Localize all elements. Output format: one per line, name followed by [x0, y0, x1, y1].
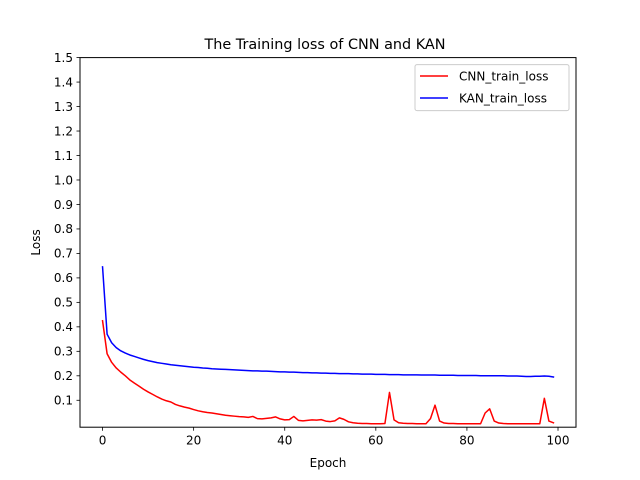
x-tick-label: 0	[99, 434, 107, 448]
y-tick-label: 1.2	[54, 124, 73, 138]
y-tick-label: 1.4	[54, 75, 73, 89]
legend-label-cnn: CNN_train_loss	[459, 70, 548, 84]
x-tick-label: 100	[547, 434, 570, 448]
x-tick-label: 60	[368, 434, 383, 448]
y-tick-label: 0.9	[54, 198, 73, 212]
legend-box	[414, 64, 570, 112]
y-tick-label: 0.2	[54, 369, 73, 383]
y-tick-label: 0.3	[54, 345, 73, 359]
y-tick-label: 0.8	[54, 222, 73, 236]
tick-layer: 0 20 40 60 80 100 0.1 0.2 0.3 0.4 0.5 0.6 0.7 0.8 0.9 1…	[54, 51, 570, 448]
x-tick-label: 80	[459, 434, 474, 448]
y-tick-label: 0.7	[54, 247, 73, 261]
y-tick-label: 0.4	[54, 320, 73, 334]
y-tick-label: 1.0	[54, 173, 73, 187]
x-tick-label: 40	[277, 434, 292, 448]
legend: CNN_train_loss KAN_train_loss	[414, 64, 570, 112]
y-tick-label: 0.6	[54, 271, 73, 285]
plot-frame	[79, 57, 577, 428]
legend-label-kan: KAN_train_loss	[459, 92, 547, 106]
x-tick-label: 20	[186, 434, 201, 448]
y-axis-label: Loss	[29, 229, 43, 255]
y-tick-label: 1.5	[54, 51, 73, 65]
x-axis-label: Epoch	[310, 456, 347, 470]
chart-title: The Training loss of CNN and KAN	[203, 37, 445, 53]
y-tick-label: 0.1	[54, 394, 73, 408]
series-line-cnn	[101, 319, 555, 425]
series-line-kan	[101, 266, 555, 378]
series-layer	[101, 266, 555, 425]
y-tick-label: 1.3	[54, 100, 73, 114]
y-tick-label: 0.5	[54, 296, 73, 310]
y-tick-label: 1.1	[54, 149, 73, 163]
